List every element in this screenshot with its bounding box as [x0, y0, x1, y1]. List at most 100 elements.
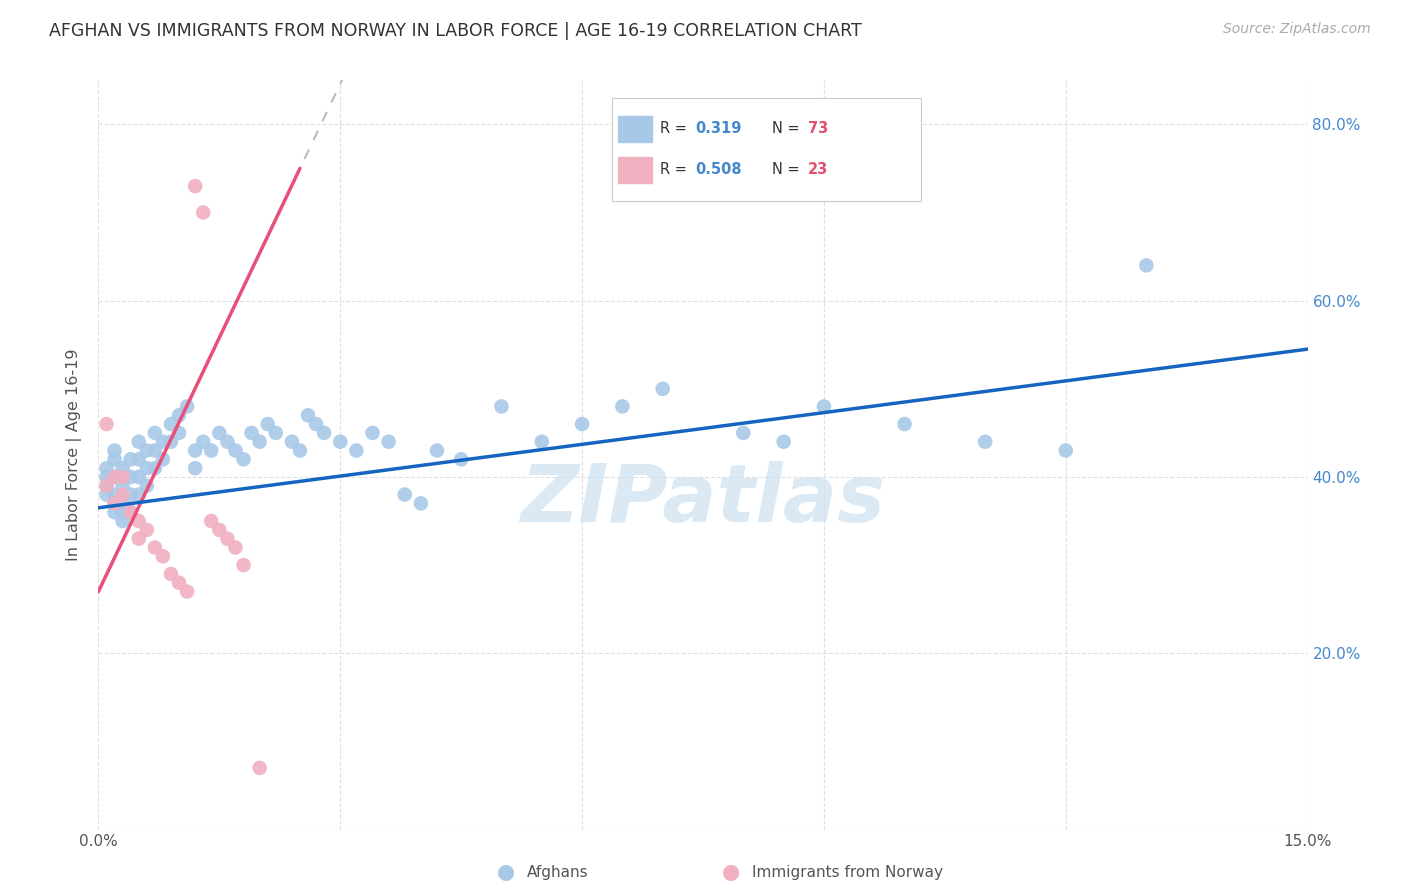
Point	[184, 443, 207, 458]
Point	[208, 523, 231, 537]
Point	[152, 549, 174, 564]
Point	[530, 434, 553, 449]
Point	[143, 443, 166, 458]
Point	[193, 205, 215, 219]
Point	[314, 425, 336, 440]
Point	[394, 487, 416, 501]
Point	[152, 452, 174, 467]
Point	[344, 443, 367, 458]
Text: Afghans: Afghans	[527, 865, 589, 880]
Point	[409, 496, 432, 510]
Point	[128, 434, 150, 449]
Text: AFGHAN VS IMMIGRANTS FROM NORWAY IN LABOR FORCE | AGE 16-19 CORRELATION CHART: AFGHAN VS IMMIGRANTS FROM NORWAY IN LABO…	[49, 22, 862, 40]
Y-axis label: In Labor Force | Age 16-19: In Labor Force | Age 16-19	[66, 349, 83, 561]
Point	[571, 417, 593, 431]
Point	[103, 470, 125, 484]
Point	[224, 443, 246, 458]
Point	[281, 434, 304, 449]
Point	[305, 417, 328, 431]
Text: 23: 23	[808, 162, 828, 178]
Point	[193, 434, 215, 449]
Point	[184, 461, 207, 475]
Point	[103, 505, 125, 519]
Point	[491, 400, 513, 414]
Text: R =: R =	[659, 162, 686, 178]
Text: Source: ZipAtlas.com: Source: ZipAtlas.com	[1223, 22, 1371, 37]
Point	[96, 417, 118, 431]
Point	[167, 575, 190, 590]
Point	[772, 434, 794, 449]
Point	[200, 514, 222, 528]
Point	[1135, 259, 1157, 273]
Point	[103, 443, 125, 458]
Point	[96, 479, 118, 493]
Point	[733, 425, 755, 440]
Point	[160, 417, 183, 431]
Point	[651, 382, 673, 396]
Point	[120, 505, 142, 519]
Point	[612, 400, 634, 414]
Point	[96, 461, 118, 475]
Point	[224, 541, 246, 555]
Point	[143, 461, 166, 475]
Point	[96, 479, 118, 493]
Point	[103, 496, 125, 510]
Point	[111, 505, 134, 519]
Point	[167, 425, 190, 440]
Point	[232, 558, 254, 573]
Point	[249, 761, 271, 775]
Point	[111, 487, 134, 501]
Point	[361, 425, 384, 440]
Point	[135, 461, 157, 475]
Point	[143, 541, 166, 555]
Point	[240, 425, 263, 440]
Point	[135, 443, 157, 458]
Point	[128, 452, 150, 467]
Point	[111, 470, 134, 484]
Text: ZIPatlas: ZIPatlas	[520, 461, 886, 539]
Point	[217, 434, 239, 449]
Point	[143, 425, 166, 440]
Text: 0.319: 0.319	[695, 121, 741, 136]
Point	[128, 487, 150, 501]
Point	[120, 452, 142, 467]
Point	[288, 443, 311, 458]
Point	[974, 434, 997, 449]
Point	[217, 532, 239, 546]
Point	[111, 461, 134, 475]
Text: Immigrants from Norway: Immigrants from Norway	[752, 865, 943, 880]
Point	[128, 532, 150, 546]
Text: ●: ●	[723, 863, 740, 882]
Point	[1054, 443, 1077, 458]
Point	[135, 523, 157, 537]
Text: R =: R =	[659, 121, 686, 136]
Point	[120, 487, 142, 501]
Text: ●: ●	[498, 863, 515, 882]
Point	[200, 443, 222, 458]
Point	[111, 479, 134, 493]
Point	[120, 505, 142, 519]
Point	[103, 496, 125, 510]
Point	[160, 434, 183, 449]
Point	[176, 584, 198, 599]
Point	[120, 470, 142, 484]
Point	[813, 400, 835, 414]
Text: N =: N =	[772, 162, 800, 178]
Point	[208, 425, 231, 440]
Point	[297, 409, 319, 423]
Point	[103, 452, 125, 467]
Point	[264, 425, 287, 440]
Point	[111, 514, 134, 528]
Text: 73: 73	[808, 121, 828, 136]
Point	[249, 434, 271, 449]
Point	[128, 470, 150, 484]
Point	[450, 452, 472, 467]
Point	[377, 434, 399, 449]
Point	[329, 434, 352, 449]
Point	[103, 487, 125, 501]
Point	[184, 179, 207, 194]
Point	[96, 487, 118, 501]
Point	[103, 470, 125, 484]
Point	[232, 452, 254, 467]
Point	[96, 470, 118, 484]
